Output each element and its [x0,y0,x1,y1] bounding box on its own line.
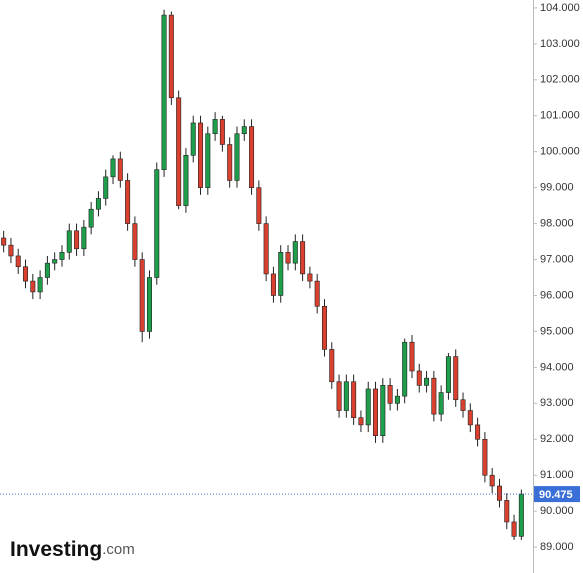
candle-body [343,381,349,411]
candle-body [358,417,364,426]
candle-body [496,485,502,501]
candle-body [394,395,400,404]
y-tick-label: 103.000 [540,38,580,50]
candle-body [249,126,255,188]
candle-body [154,169,160,278]
candle-body [139,259,145,332]
candle-body [351,381,357,419]
candle-body [241,126,247,135]
y-tick-label: 94.000 [540,361,574,373]
candle-body [438,392,444,415]
candle-body [518,493,524,537]
candle-body [117,158,123,181]
y-tick-label: 93.000 [540,397,574,409]
candle-body [482,438,488,476]
y-tick-label: 100.000 [540,146,580,158]
candle-body [176,97,182,206]
candle-body [1,237,7,246]
y-tick-label: 97.000 [540,253,574,265]
candle-body [409,341,415,372]
candle-body [198,122,204,188]
candle-body [110,158,116,178]
candle-body [234,133,240,181]
candle-body [15,255,21,268]
candle-body [263,223,269,275]
candle-body [307,273,313,282]
candle-body [74,230,80,250]
candle-body [278,252,284,296]
y-tick-label: 98.000 [540,217,574,229]
candle-body [30,280,36,293]
candle-body [8,244,14,257]
candle-body [467,410,473,426]
candle-body [205,133,211,188]
candle-body [219,119,225,145]
candle-body [146,277,152,332]
candle-body [402,341,408,397]
candle-body [168,14,174,99]
candle-body [365,388,371,426]
candle-body [373,388,379,436]
candle-body [59,252,65,260]
candle-body [285,252,291,264]
candle-body [424,377,430,386]
candle-body [190,122,196,156]
candle-body [300,241,306,275]
candle-body [380,385,386,436]
y-tick-label: 104.000 [540,2,580,14]
candle-body [212,119,218,135]
candle-body [321,305,327,350]
candle-body [314,280,320,307]
y-tick-label: 89.000 [540,541,574,553]
candle-body [161,14,167,170]
candle-body [132,223,138,260]
logo-name: Investing [10,538,102,561]
y-tick-label: 95.000 [540,325,574,337]
candle-body [511,521,517,537]
candle-body [270,273,276,296]
candle-body [445,356,451,393]
y-tick-label: 90.000 [540,505,574,517]
y-tick-label: 99.000 [540,182,574,194]
candle-body [52,259,58,264]
candle-body [475,424,481,440]
candle-body [95,198,101,210]
y-tick-label: 91.000 [540,469,574,481]
y-tick-label: 101.000 [540,110,580,122]
candle-body [81,226,87,250]
candle-body [292,241,298,264]
y-tick-label: 102.000 [540,74,580,86]
candle-body [489,474,495,487]
candle-body [504,500,510,523]
candle-body [256,187,262,224]
candle-body [329,349,335,383]
candle-body [103,176,109,199]
last-price-box [534,486,580,503]
candle-body [460,399,466,411]
candle-body [44,262,50,278]
candle-body [66,230,72,253]
y-tick-label: 96.000 [540,289,574,301]
candle-body [416,370,422,386]
candle-body [183,154,189,206]
candle-body [387,385,393,404]
logo: Investing.com [10,538,135,561]
candle-body [88,208,94,228]
last-price-label: 90.475 [539,489,573,501]
candle-body [37,277,43,293]
logo-suffix: .com [102,541,135,558]
candle-body [336,381,342,411]
y-tick-label: 92.000 [540,433,574,445]
candle-body [23,266,29,282]
candle-body [227,144,233,181]
candle-body [431,377,437,415]
candle-body [453,356,459,401]
candle-body [125,180,131,224]
